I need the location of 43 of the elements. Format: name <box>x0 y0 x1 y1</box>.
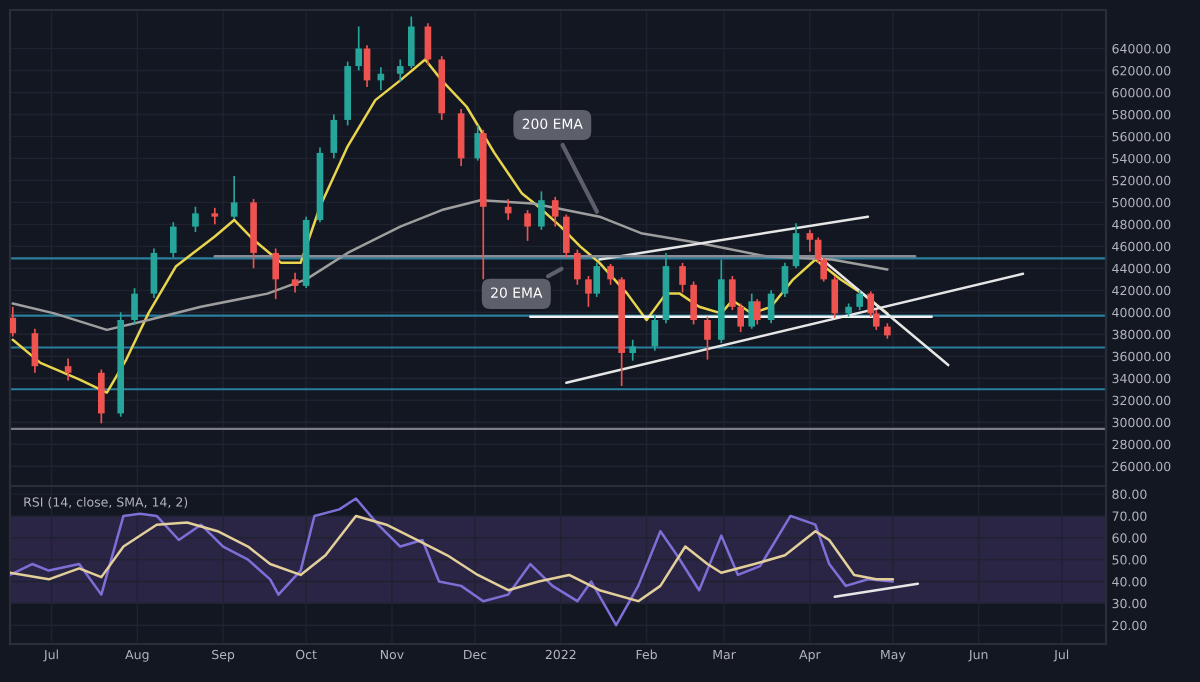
candlestick <box>98 368 105 425</box>
candlestick <box>806 229 814 253</box>
candlestick <box>562 213 570 259</box>
candlestick <box>64 357 72 382</box>
candlestick <box>131 287 138 326</box>
candlestick <box>330 113 338 160</box>
candlestick <box>10 305 17 338</box>
line-series <box>10 497 895 627</box>
candlestick <box>753 298 761 326</box>
candlestick <box>363 44 371 88</box>
candlestick <box>291 271 299 294</box>
candlestick <box>629 338 637 362</box>
candlestick <box>593 262 601 298</box>
candlestick <box>355 25 363 72</box>
candlestick <box>424 22 432 66</box>
candlestick <box>831 275 839 319</box>
candlestick <box>538 190 545 231</box>
candlestick <box>396 58 404 83</box>
candlestick <box>585 275 592 308</box>
candlestick <box>551 196 559 228</box>
candlestick <box>748 292 756 330</box>
candlestick <box>407 15 415 70</box>
candlestick <box>230 175 238 220</box>
line-series <box>11 198 889 332</box>
line-series <box>10 514 895 603</box>
candlestick <box>679 262 686 294</box>
candlestick <box>524 209 531 242</box>
candlestick <box>457 108 465 167</box>
candlestick <box>737 302 744 333</box>
candlestick <box>272 247 280 300</box>
candlestick <box>504 198 512 221</box>
candlestick <box>781 262 789 298</box>
candlestick <box>192 205 199 233</box>
candlestick <box>704 315 711 361</box>
candlestick <box>150 247 158 299</box>
candlestick <box>856 289 863 311</box>
candlestick <box>729 275 736 311</box>
candlestick <box>607 263 614 286</box>
candlestick <box>31 327 39 374</box>
candlestick <box>792 222 800 270</box>
candlestick <box>690 280 697 326</box>
candlestick <box>169 221 177 259</box>
candlestick <box>574 248 581 286</box>
